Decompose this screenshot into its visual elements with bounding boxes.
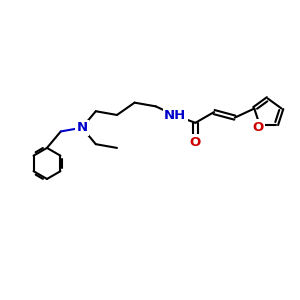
Text: NH: NH [164,109,186,122]
Text: O: O [190,136,201,149]
Text: N: N [76,121,88,134]
Text: O: O [252,121,264,134]
